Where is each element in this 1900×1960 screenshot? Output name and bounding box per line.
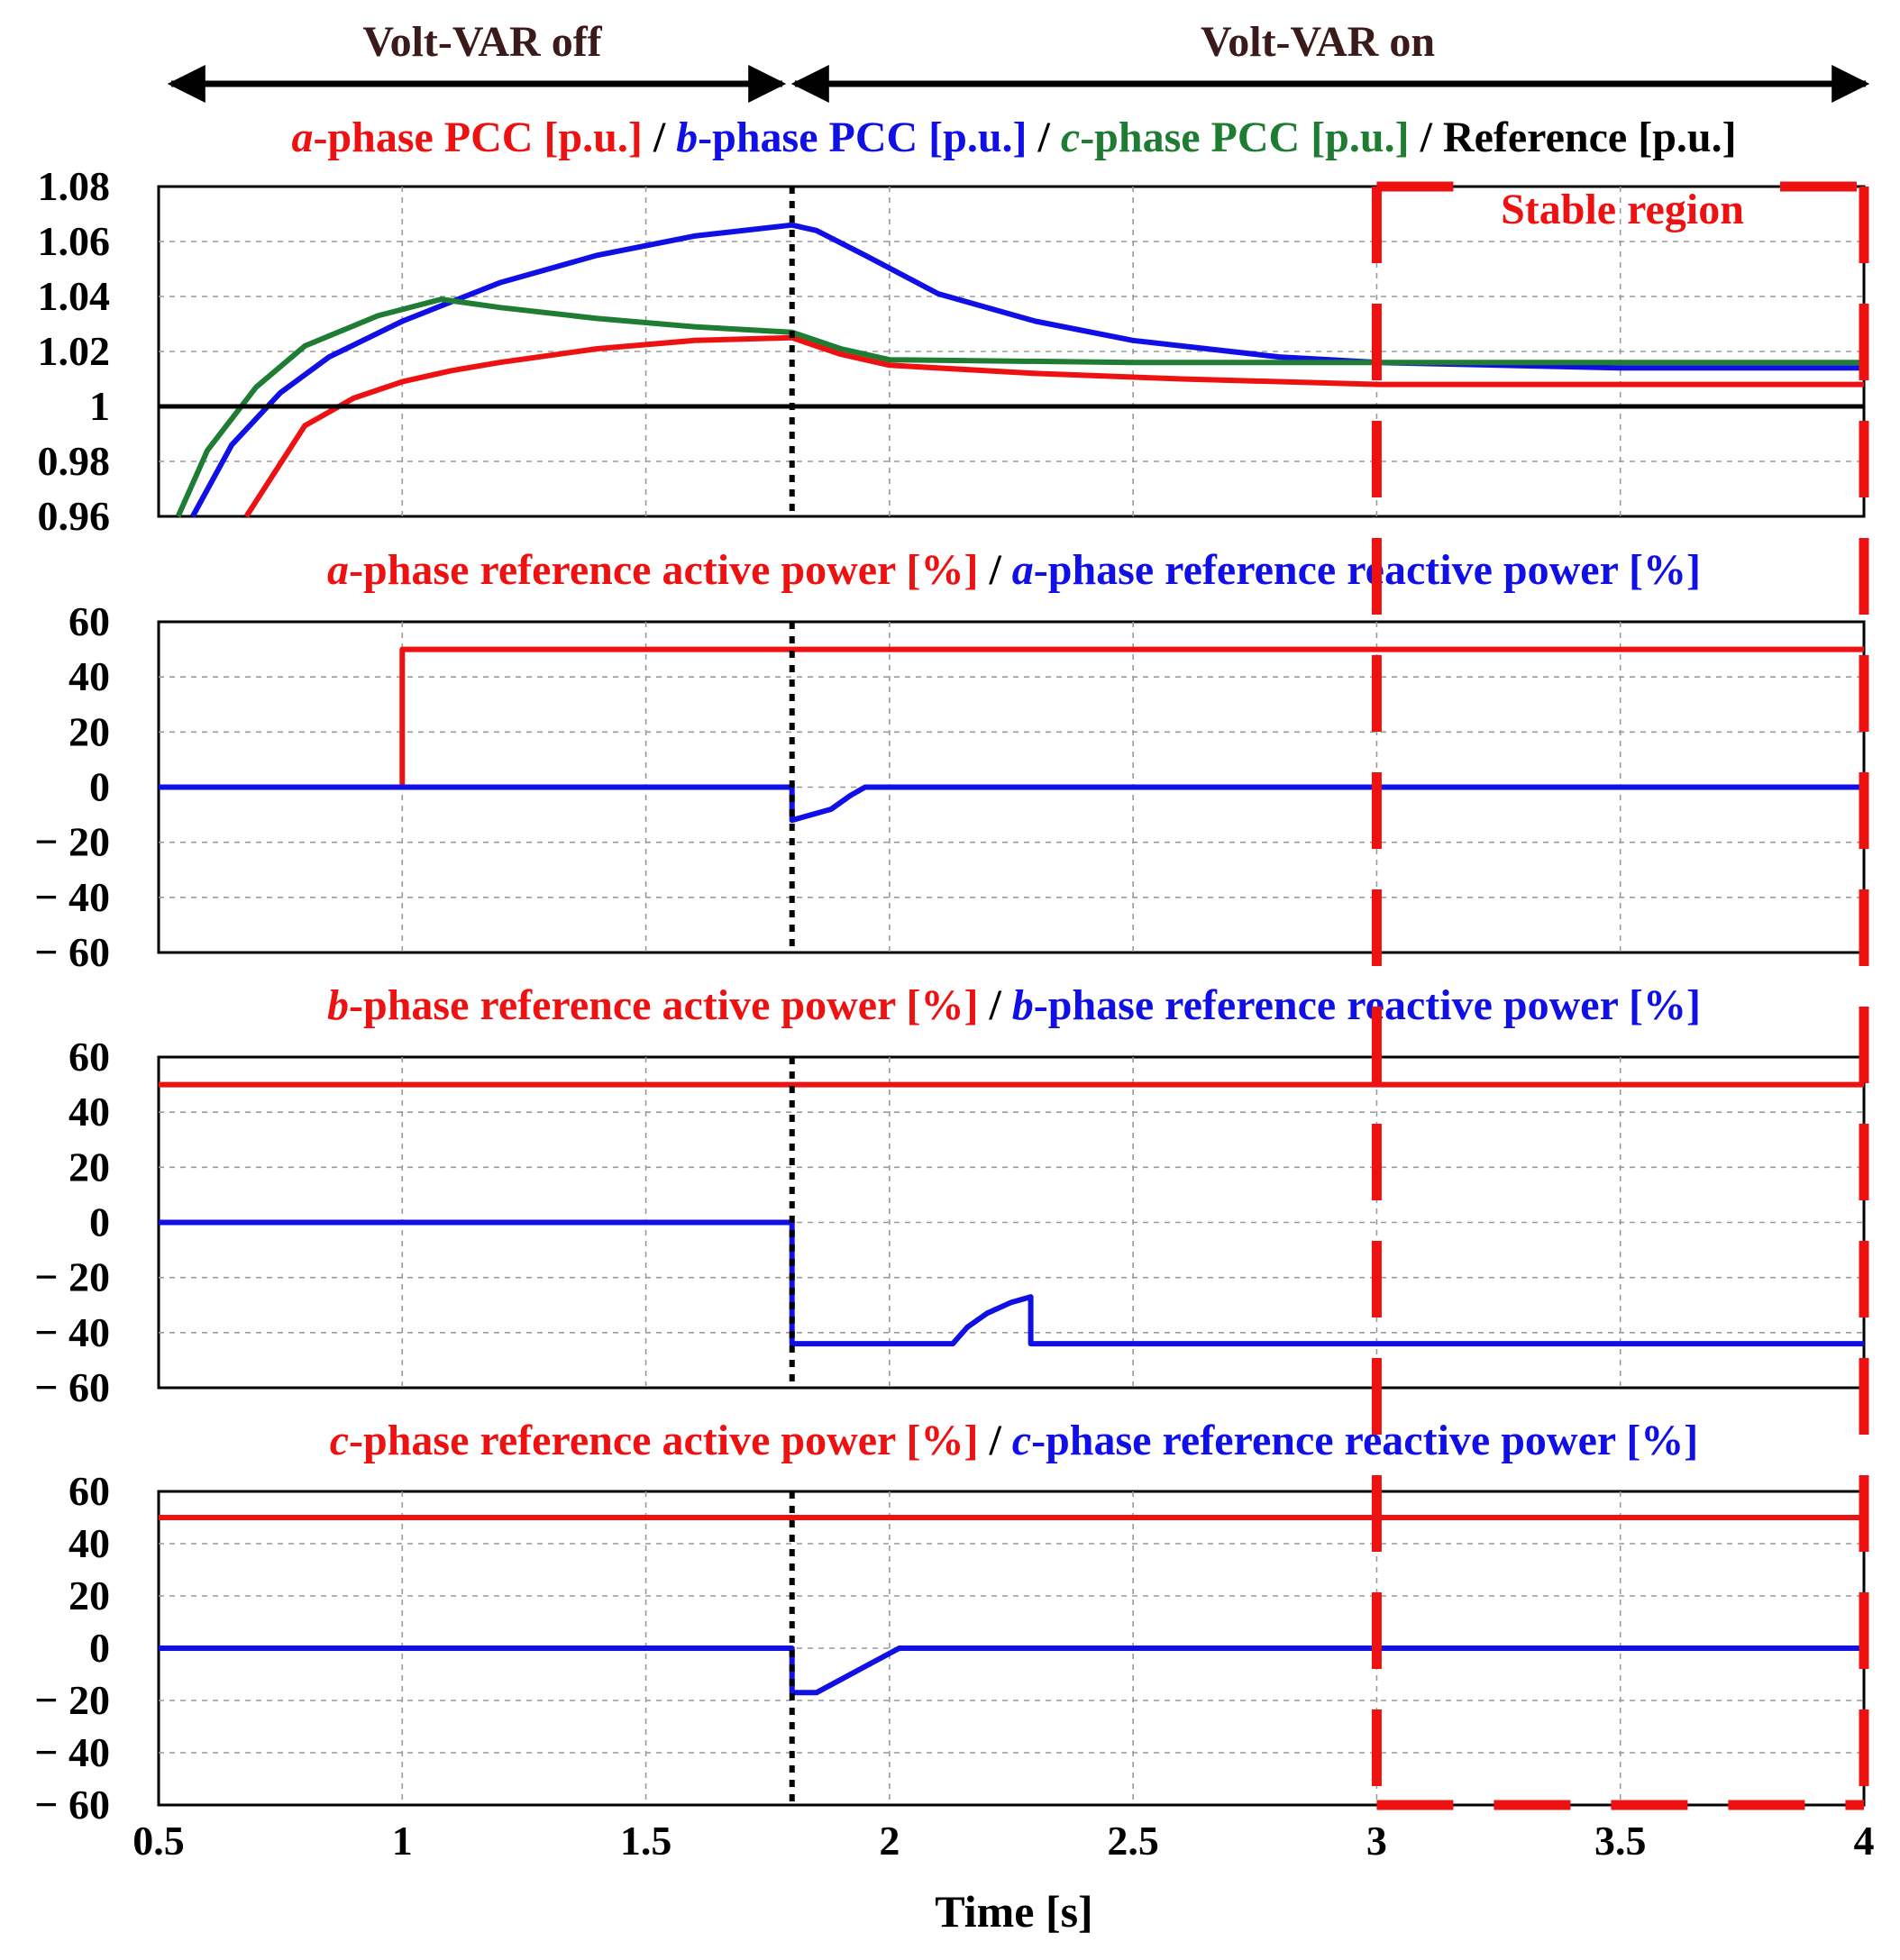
y-tick-label: 40 bbox=[69, 653, 110, 699]
panel-title-part: b bbox=[1012, 981, 1034, 1029]
x-tick-label: 1 bbox=[392, 1818, 413, 1864]
y-tick-label: − 20 bbox=[34, 819, 110, 865]
panel-title-part: b bbox=[327, 981, 349, 1029]
series-line-red bbox=[399, 646, 1864, 788]
y-tick-label: − 60 bbox=[34, 1364, 110, 1410]
x-axis-ticks: 0.5 1 1.5 2 2.5 3 3.5 4 bbox=[132, 1818, 1874, 1864]
y-tick-label: − 40 bbox=[34, 1729, 110, 1775]
y-tick-label: 20 bbox=[69, 1573, 110, 1618]
x-tick-label: 1.5 bbox=[620, 1818, 672, 1864]
y-tick-label: 60 bbox=[69, 1468, 110, 1514]
y-tick-label: 0.96 bbox=[38, 493, 111, 539]
panel-title-part: -phase PCC [p.u.] bbox=[698, 114, 1027, 161]
panel-title-part: -phase PCC [p.u.] bbox=[313, 114, 642, 161]
panel-title-part: c bbox=[330, 1417, 349, 1464]
y-tick-label: − 40 bbox=[34, 1309, 110, 1355]
x-tick-label: 0.5 bbox=[132, 1818, 185, 1864]
series-line-blue bbox=[159, 1219, 1864, 1347]
y-tick-label: 1.02 bbox=[38, 328, 111, 374]
x-tick-label: 3.5 bbox=[1594, 1818, 1647, 1864]
y-tick-label: 0.98 bbox=[38, 438, 111, 484]
panel-title-part: c bbox=[1061, 114, 1080, 161]
series-line-green bbox=[175, 296, 1864, 518]
panel-title-part: a bbox=[1012, 546, 1034, 594]
y-tick-label: 0 bbox=[89, 1199, 110, 1245]
panel-title: a-phase reference active power [%] / a-p… bbox=[327, 546, 1701, 594]
y-tick-label: 40 bbox=[69, 1089, 110, 1135]
x-tick-label: 2.5 bbox=[1107, 1818, 1159, 1864]
y-tick-label: 0 bbox=[89, 764, 110, 810]
panel-title-part: -phase reference active power [%] bbox=[349, 1417, 978, 1464]
y-tick-label: − 60 bbox=[34, 1782, 110, 1828]
panel-title-part: / bbox=[978, 981, 1011, 1029]
y-tick-label: 60 bbox=[69, 598, 110, 644]
series-line-blue bbox=[190, 222, 1864, 518]
panel-title-part: -phase reference reactive power [%] bbox=[1031, 1417, 1698, 1464]
y-tick-label: 40 bbox=[69, 1520, 110, 1566]
panel-title-part: / bbox=[643, 114, 676, 161]
panel-title: c-phase reference active power [%] / c-p… bbox=[330, 1417, 1699, 1464]
y-tick-label: 1.04 bbox=[38, 273, 111, 319]
volt-var-off-label: Volt-VAR off bbox=[362, 18, 602, 66]
x-axis-label: Time [s] bbox=[935, 1886, 1092, 1937]
panel-title-part: / bbox=[978, 546, 1011, 594]
y-tick-label: − 20 bbox=[34, 1677, 110, 1723]
panel-title-part: / bbox=[978, 1417, 1011, 1464]
panel-title-part: -phase reference reactive power [%] bbox=[1034, 981, 1701, 1029]
y-tick-label: 1 bbox=[89, 383, 110, 429]
panel-title: a-phase PCC [p.u.] / b-phase PCC [p.u.] … bbox=[291, 114, 1736, 161]
y-tick-label: 20 bbox=[69, 708, 110, 754]
panel-title-part: a bbox=[291, 114, 313, 161]
overlay bbox=[789, 181, 1869, 1810]
series-line-blue bbox=[159, 1645, 1864, 1696]
panel-title-part: -phase reference active power [%] bbox=[349, 546, 978, 594]
series-line-blue bbox=[159, 784, 1864, 824]
y-tick-label: − 40 bbox=[34, 874, 110, 920]
series-line-red bbox=[243, 334, 1864, 518]
panel-title-part: a bbox=[327, 546, 349, 594]
y-tick-label: 1.08 bbox=[38, 163, 111, 209]
y-tick-label: − 60 bbox=[34, 929, 110, 975]
stable-region-label: Stable region bbox=[1501, 186, 1744, 233]
panel-title-part: / Reference [p.u.] bbox=[1410, 114, 1737, 161]
panel-title-part: b bbox=[676, 114, 698, 161]
panel-title-part: -phase reference active power [%] bbox=[349, 981, 978, 1029]
x-tick-label: 3 bbox=[1366, 1818, 1387, 1864]
panel-title-part: -phase reference reactive power [%] bbox=[1034, 546, 1701, 594]
y-tick-label: 0 bbox=[89, 1625, 110, 1671]
panel-title-part: -phase PCC [p.u.] bbox=[1080, 114, 1409, 161]
volt-var-on-label: Volt-VAR on bbox=[1201, 18, 1435, 66]
y-tick-label: 1.06 bbox=[38, 218, 111, 264]
panel-title: b-phase reference active power [%] / b-p… bbox=[327, 981, 1701, 1029]
y-tick-label: 20 bbox=[69, 1144, 110, 1190]
x-tick-label: 4 bbox=[1854, 1818, 1875, 1864]
x-tick-label: 2 bbox=[879, 1818, 900, 1864]
y-tick-label: 60 bbox=[69, 1034, 110, 1080]
y-tick-label: − 20 bbox=[34, 1254, 110, 1300]
panel-title-part: / bbox=[1028, 114, 1061, 161]
panel-title-part: c bbox=[1012, 1417, 1031, 1464]
